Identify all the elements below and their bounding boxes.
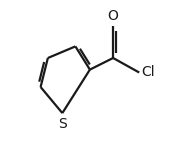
Text: S: S xyxy=(58,117,67,132)
Text: Cl: Cl xyxy=(141,66,155,79)
Text: O: O xyxy=(108,9,118,23)
